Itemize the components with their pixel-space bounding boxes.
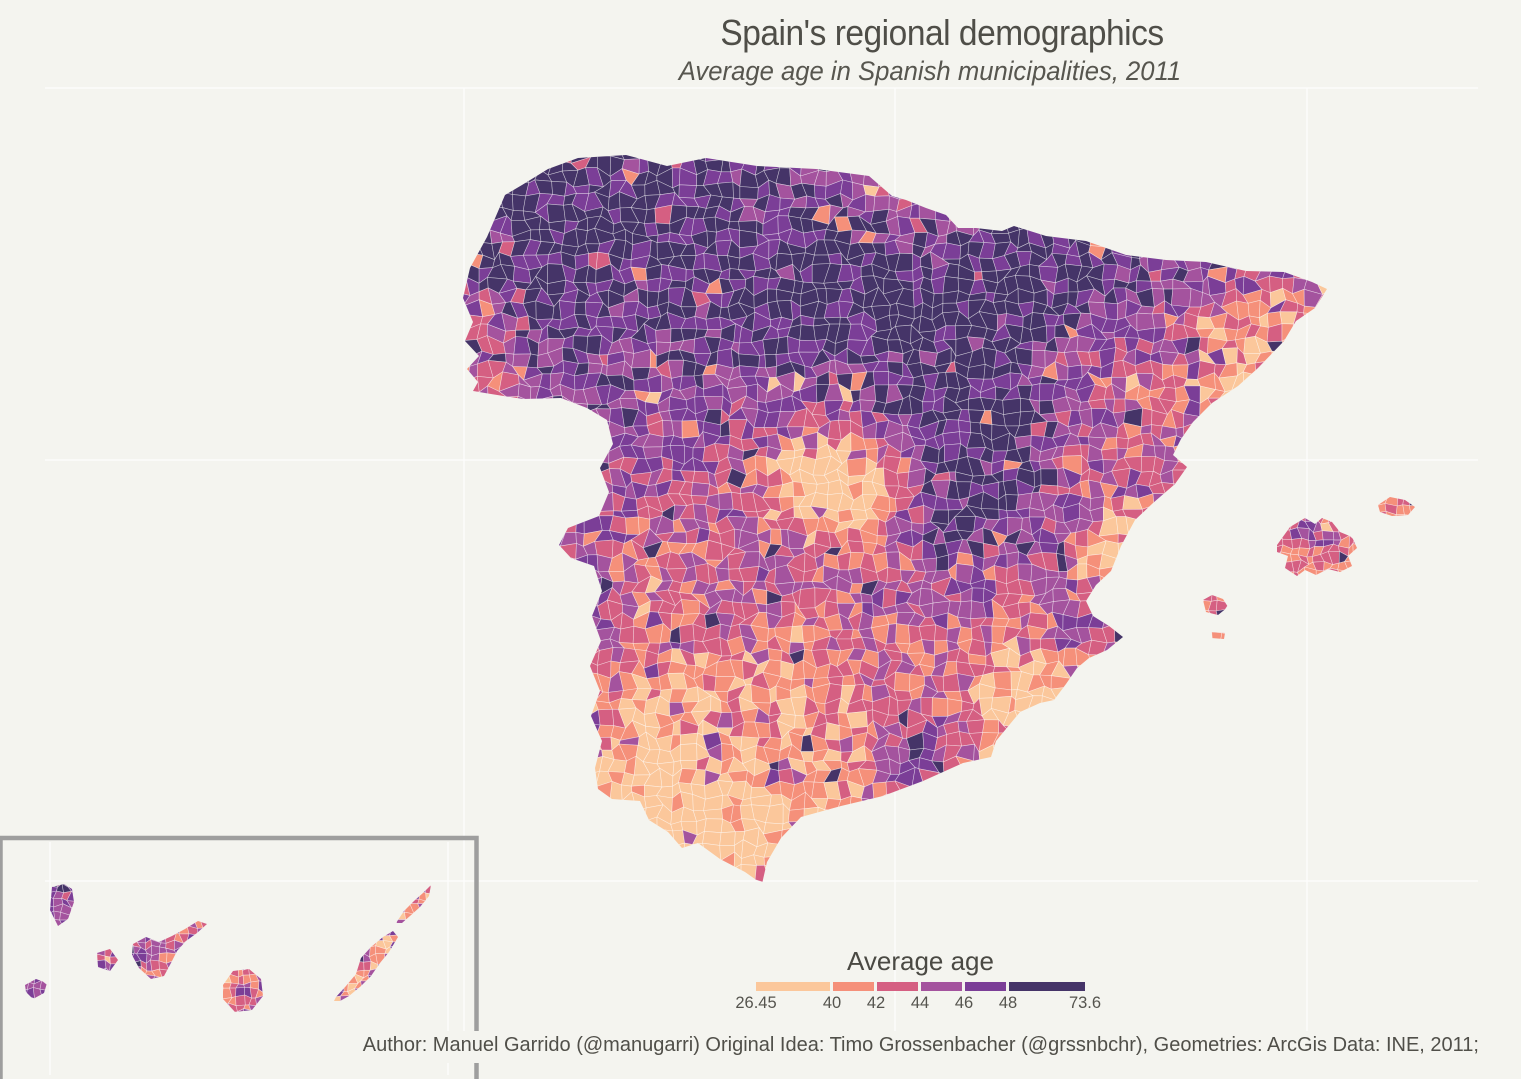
legend-tick-label: 73.6 xyxy=(1068,993,1102,1012)
legend: Average age 26.45 40 42 44 46 48 73.6 xyxy=(735,946,1101,1014)
legend-tick-label: 48 xyxy=(998,993,1018,1012)
canary-islands-municipalities xyxy=(25,884,431,1012)
legend-tick-label: 46 xyxy=(954,993,974,1012)
legend-tick-label: 26.45 xyxy=(735,993,777,1012)
legend-tick-label: 40 xyxy=(822,993,842,1012)
legend-segment xyxy=(756,981,830,991)
page-title: Spain's regional demographics xyxy=(720,12,1164,53)
legend-segment xyxy=(877,981,918,991)
mainland-municipalities xyxy=(463,155,1327,884)
legend-tick-label: 42 xyxy=(866,993,886,1012)
legend-tick-label: 44 xyxy=(910,993,930,1012)
legend-title: Average age xyxy=(847,946,994,976)
page-subtitle: Average age in Spanish municipalities, 2… xyxy=(678,56,1182,86)
legend-segment xyxy=(833,981,874,991)
legend-segment xyxy=(965,981,1006,991)
legend-segment xyxy=(1009,981,1085,991)
caption-credits: Author: Manuel Garrido (@manugarri) Orig… xyxy=(352,1031,1481,1063)
legend-tick-labels: 26.45 40 42 44 46 48 73.6 xyxy=(735,993,1101,1014)
legend-segment xyxy=(921,981,962,991)
canary-inset-border xyxy=(0,835,479,1079)
legend-color-bar xyxy=(756,981,1085,991)
